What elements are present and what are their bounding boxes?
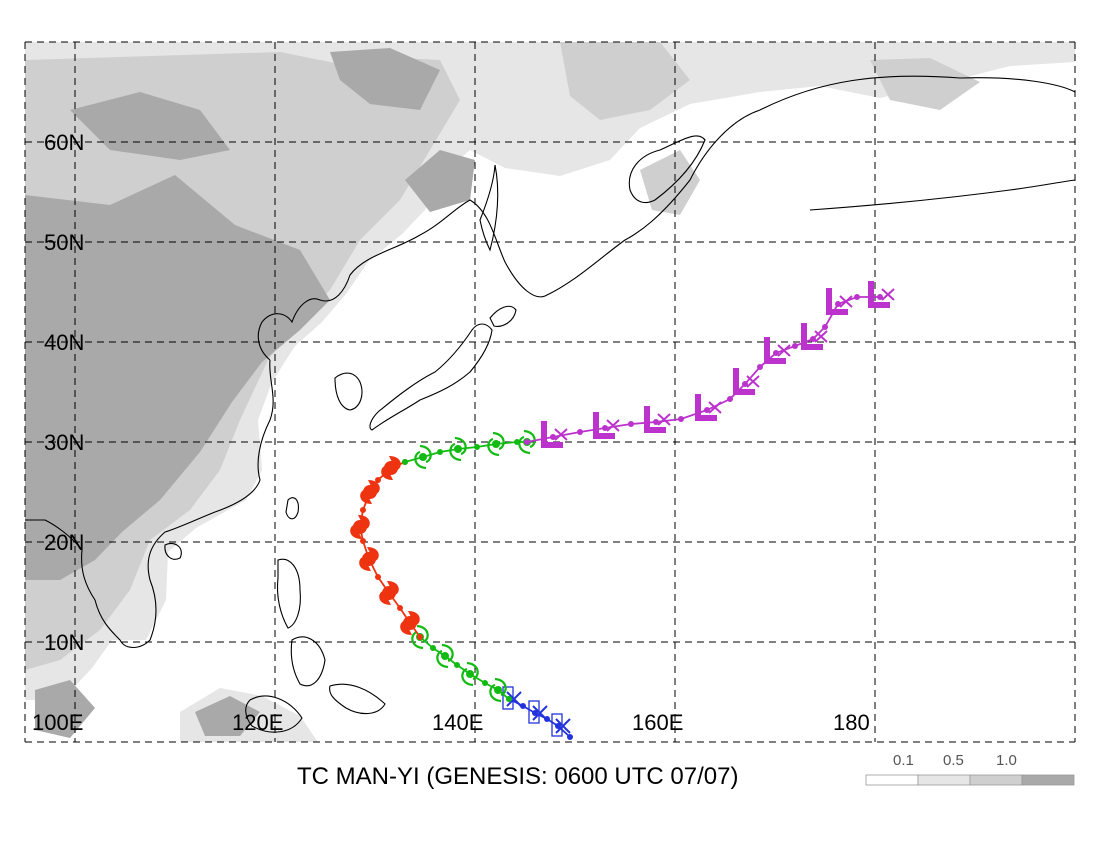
track-point: [810, 336, 816, 342]
track-point: [567, 734, 573, 740]
typhoon-symbol: [381, 456, 401, 480]
extratropical-symbol: [826, 288, 853, 315]
extratropical-symbol: [695, 394, 722, 421]
track-point: [550, 434, 556, 440]
track-point: [704, 407, 710, 413]
typhoon-symbol: [360, 480, 380, 504]
depression-square-x-symbol: [551, 713, 571, 737]
legend-label-0-1: 0.1: [893, 752, 914, 769]
longitude-labels: 100E 120E 140E 160E 180: [32, 710, 870, 735]
track-point: [360, 507, 366, 513]
coastlines: [25, 75, 1075, 733]
track-segment-5: [524, 281, 895, 448]
tropical-storm-symbol: [487, 431, 505, 457]
lon-label-160e: 160E: [632, 710, 683, 735]
track-point: [437, 449, 443, 455]
lat-lon-grid: [24, 41, 1076, 743]
extratropical-symbol: [868, 281, 895, 308]
tropical-storm-symbol: [414, 444, 432, 470]
storm-track: [350, 281, 895, 740]
track-point: [482, 680, 488, 686]
extratropical-symbol: [764, 337, 791, 364]
track-point: [877, 294, 883, 300]
depression-square-x-symbol: [528, 700, 548, 724]
legend-swatch-1: [865, 774, 919, 786]
tropical-storm-symbol: [436, 643, 454, 669]
typhoon-symbol: [400, 611, 420, 635]
lat-label-50n: 50N: [44, 230, 84, 255]
track-point: [506, 696, 512, 702]
track-segment-3: [350, 456, 423, 640]
typhoon-symbol: [350, 515, 370, 539]
track-point: [742, 381, 748, 387]
depression-square-x-symbol: [502, 686, 522, 710]
track-point: [854, 294, 860, 300]
legend-label-1-0: 1.0: [996, 752, 1017, 769]
track-point: [822, 324, 828, 330]
extratropical-symbol: [644, 406, 671, 433]
track-segment-4: [402, 429, 536, 470]
track-segment-2: [411, 624, 512, 703]
lat-label-40n: 40N: [44, 330, 84, 355]
track-point: [555, 723, 561, 729]
typhoon-symbol: [359, 547, 379, 571]
legend-swatch-4: [1021, 774, 1075, 786]
tropical-storm-symbol: [461, 661, 479, 687]
lon-label-120e: 120E: [232, 710, 283, 735]
extratropical-symbol: [733, 368, 760, 395]
tropical-storm-symbol: [449, 436, 467, 462]
track-point: [773, 350, 779, 356]
track-point: [474, 444, 480, 450]
typhoon-symbol: [379, 581, 399, 605]
track-point: [520, 703, 526, 709]
track-point: [757, 364, 763, 370]
track-point: [375, 477, 381, 483]
lon-label-180: 180: [833, 710, 870, 735]
extratropical-symbol: [801, 323, 828, 350]
track-point: [430, 645, 436, 651]
terrain-legend: 0.1 0.5 1.0: [865, 752, 1075, 786]
lat-label-20n: 20N: [44, 530, 84, 555]
track-point: [532, 710, 538, 716]
extratropical-symbol: [541, 421, 568, 448]
track-point: [417, 634, 423, 640]
lon-label-100e: 100E: [32, 710, 83, 735]
track-point: [835, 301, 841, 307]
legend-swatch-3: [969, 774, 1023, 786]
track-point: [375, 574, 381, 580]
lat-label-30n: 30N: [44, 430, 84, 455]
legend-swatch-2: [917, 774, 971, 786]
track-point: [727, 396, 733, 402]
track-point: [678, 416, 684, 422]
tropical-storm-symbol: [489, 677, 507, 703]
track-point: [792, 343, 798, 349]
lon-label-140e: 140E: [432, 710, 483, 735]
track-point: [628, 421, 634, 427]
track-point: [524, 439, 530, 445]
legend-label-0-5: 0.5: [943, 752, 964, 769]
latitude-labels: 60N 50N 40N 30N 20N 10N: [44, 130, 84, 655]
terrain-shading: [25, 42, 1075, 742]
track-point: [397, 605, 403, 611]
lat-label-10n: 10N: [44, 630, 84, 655]
track-segment-1: [502, 686, 573, 740]
lat-label-60n: 60N: [44, 130, 84, 155]
track-point: [653, 419, 659, 425]
track-point: [360, 538, 366, 544]
track-point: [454, 662, 460, 668]
extratropical-symbol: [593, 412, 620, 439]
map-title: TC MAN-YI (GENESIS: 0600 UTC 07/07): [297, 763, 738, 790]
track-point: [402, 459, 408, 465]
track-point: [577, 429, 583, 435]
track-point: [602, 425, 608, 431]
